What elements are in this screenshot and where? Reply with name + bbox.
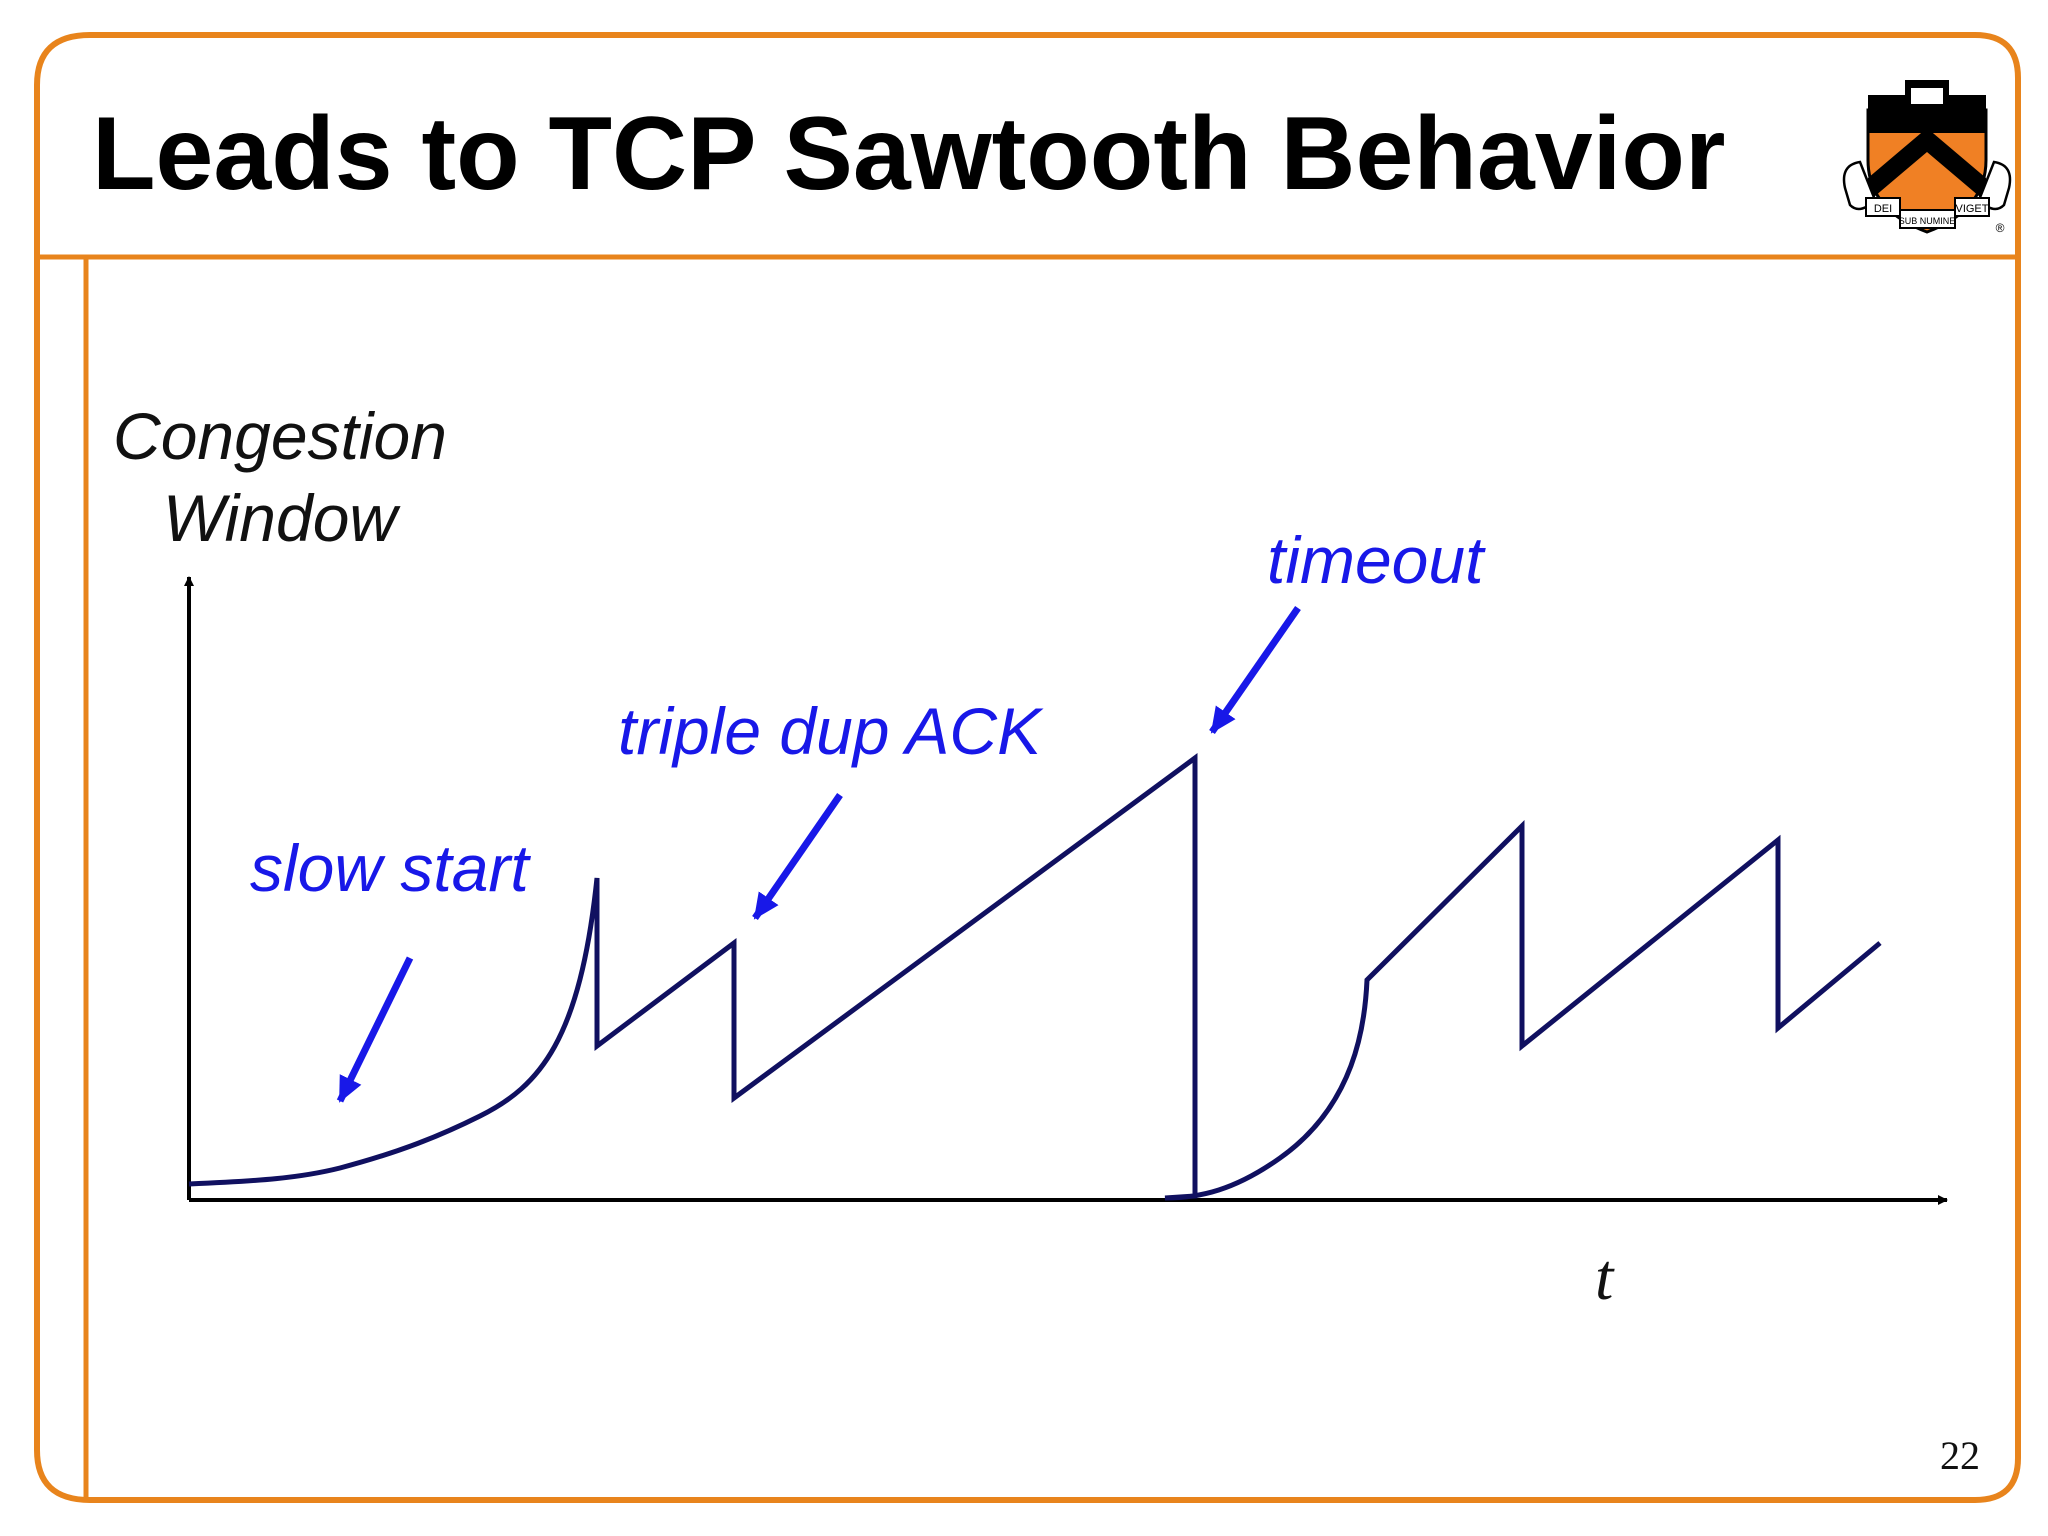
triple-dup-ack-arrow: [752, 793, 843, 920]
crest-motto-right: VIGET: [1955, 203, 1988, 215]
congestion-window-curve: [188, 753, 1882, 1201]
crest-registered-mark: ®: [1996, 221, 2005, 235]
crest-motto-left: DEI: [1874, 203, 1892, 215]
princeton-shield-icon: DEI SUB NUMINE VIGET ®: [1842, 80, 2012, 235]
timeout-arrow: [1209, 606, 1301, 734]
slow-start-arrow: [336, 956, 414, 1103]
slow-start-label: slow start: [250, 831, 529, 905]
y-axis-label-line2: Window: [162, 481, 398, 555]
page-number: 22: [1940, 1433, 1980, 1478]
slide-frame: [34, 32, 2021, 1503]
slide-title: Leads to TCP Sawtooth Behavior: [92, 96, 1726, 212]
triple-dup-ack-label: triple dup ACK: [618, 694, 1042, 768]
timeout-label: timeout: [1267, 523, 1484, 597]
y-axis-label: Congestion Window: [100, 395, 460, 559]
y-axis-label-line1: Congestion: [113, 399, 447, 473]
crest-motto-center: SUB NUMINE: [1899, 216, 1956, 226]
x-axis-label: t: [1595, 1241, 1614, 1314]
